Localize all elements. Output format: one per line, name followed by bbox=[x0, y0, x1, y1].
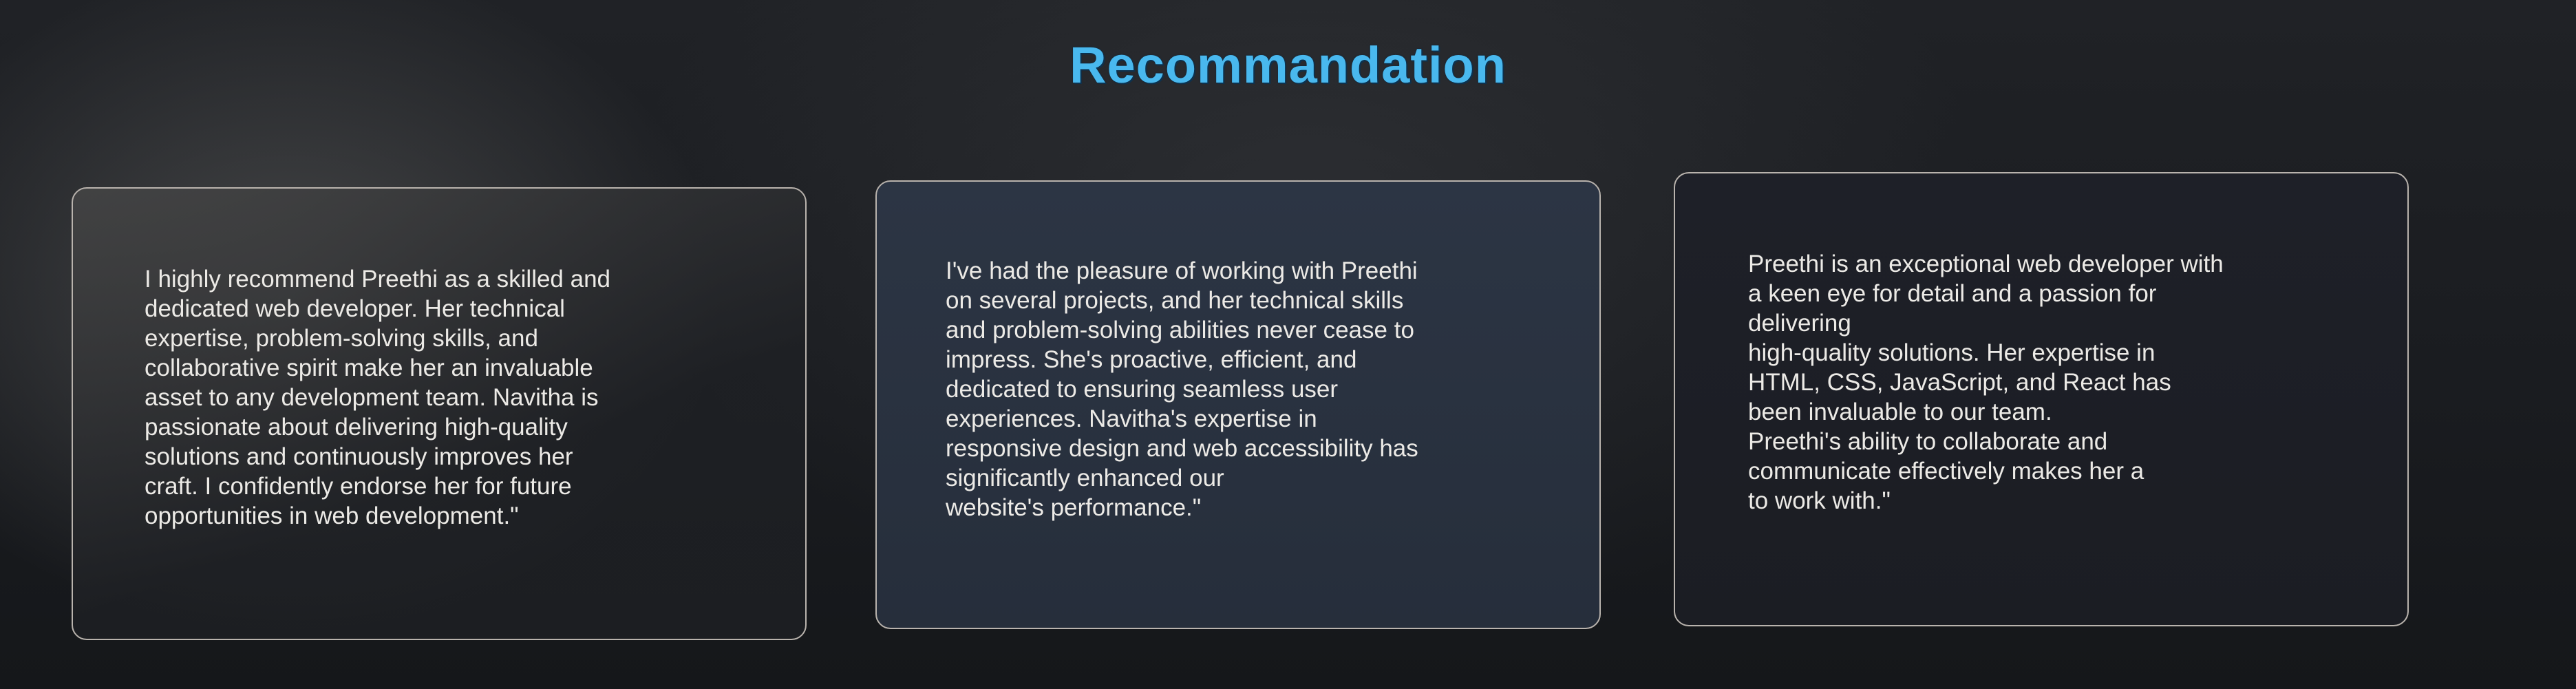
recommendation-card: I've had the pleasure of working with Pr… bbox=[875, 180, 1601, 629]
section-title: Recommandation bbox=[1069, 36, 1507, 94]
recommendation-text: I highly recommend Preethi as a skilled … bbox=[145, 266, 611, 529]
recommendation-text: I've had the pleasure of working with Pr… bbox=[946, 257, 1418, 521]
recommendation-text: Preethi is an exceptional web developer … bbox=[1748, 251, 2224, 514]
recommendation-card: I highly recommend Preethi as a skilled … bbox=[72, 187, 807, 640]
recommendation-card: Preethi is an exceptional web developer … bbox=[1674, 172, 2409, 626]
